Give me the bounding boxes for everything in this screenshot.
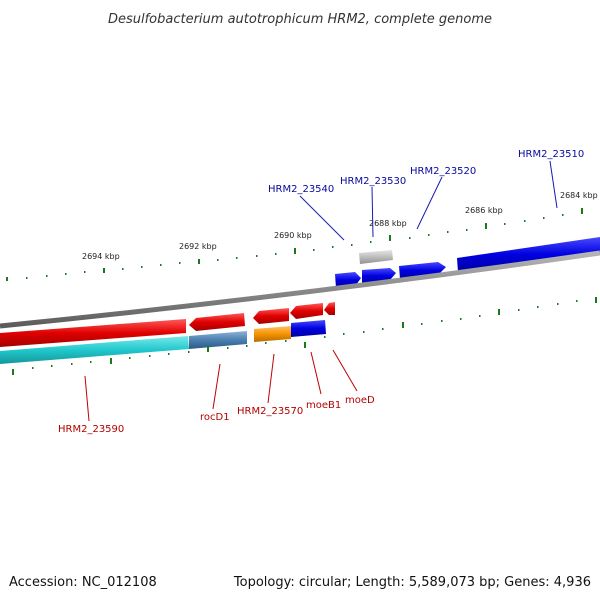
gene-arrow-moed[interactable] xyxy=(324,302,335,315)
cog-segment-orange xyxy=(254,326,291,342)
gene-label-moeb1[interactable]: moeB1 xyxy=(306,400,341,411)
tick-label: 2688 kbp xyxy=(369,219,407,228)
reverse-gene-track xyxy=(0,302,335,347)
topology-text: Topology: circular; Length: 5,589,073 bp… xyxy=(233,575,591,590)
tick-label: 2692 kbp xyxy=(179,242,217,251)
leader-line xyxy=(299,195,345,241)
outer-tick-track xyxy=(6,208,583,281)
leader-line xyxy=(332,349,358,392)
forward-gene-track xyxy=(335,237,600,288)
cog-track xyxy=(0,320,326,364)
genome-backbone xyxy=(0,250,600,329)
gene-label-hrm2-23510[interactable]: HRM2_23510 xyxy=(518,149,584,160)
gene-label-rocd1[interactable]: rocD1 xyxy=(200,412,230,423)
gene-label-hrm2-23570[interactable]: HRM2_23570 xyxy=(237,406,303,417)
cog-segment-steelblue xyxy=(189,331,247,349)
accession-text: Accession: NC_012108 xyxy=(9,575,157,590)
tick-label: 2684 kbp xyxy=(560,191,598,200)
leader-line xyxy=(310,351,322,395)
leader-line xyxy=(549,160,558,209)
reverse-gene-labels: HRM2_23590 rocD1 HRM2_23570 moeB1 moeD xyxy=(58,349,375,435)
cog-segment-cyan xyxy=(0,336,189,364)
gene-arrow-hrm2-23530[interactable] xyxy=(359,250,393,264)
leader-line xyxy=(212,363,221,410)
gene-arrow-moeb1[interactable] xyxy=(290,303,323,319)
cog-segment-blue xyxy=(291,320,326,337)
tick-label: 2694 kbp xyxy=(82,252,120,261)
gene-arrow-hrm2-23570[interactable] xyxy=(253,308,289,324)
gene-arrow-rocd1[interactable] xyxy=(189,313,245,331)
leader-line xyxy=(371,186,374,238)
leader-line xyxy=(84,375,90,422)
gene-label-moed[interactable]: moeD xyxy=(345,395,375,406)
gene-arrow-hrm2-23510[interactable] xyxy=(457,237,600,272)
forward-gene-labels: HRM2_23540 HRM2_23530 HRM2_23520 HRM2_23… xyxy=(268,149,584,241)
gene-arrow-hrm2-23590[interactable] xyxy=(0,319,186,347)
leader-line xyxy=(267,353,275,404)
leader-line xyxy=(416,176,443,230)
tick-label: 2690 kbp xyxy=(274,231,312,240)
inner-tick-track xyxy=(12,297,597,375)
gene-label-hrm2-23540[interactable]: HRM2_23540 xyxy=(268,184,334,195)
gene-label-hrm2-23590[interactable]: HRM2_23590 xyxy=(58,424,124,435)
tick-label: 2686 kbp xyxy=(465,206,503,215)
gene-label-hrm2-23520[interactable]: HRM2_23520 xyxy=(410,166,476,177)
gene-label-hrm2-23530[interactable]: HRM2_23530 xyxy=(340,176,406,187)
tick-labels: 2694 kbp 2692 kbp 2690 kbp 2688 kbp 2686… xyxy=(82,191,598,261)
gene-arrow-hrm2-23520[interactable] xyxy=(399,262,446,279)
map-title: Desulfobacterium autotrophicum HRM2, com… xyxy=(108,12,492,27)
